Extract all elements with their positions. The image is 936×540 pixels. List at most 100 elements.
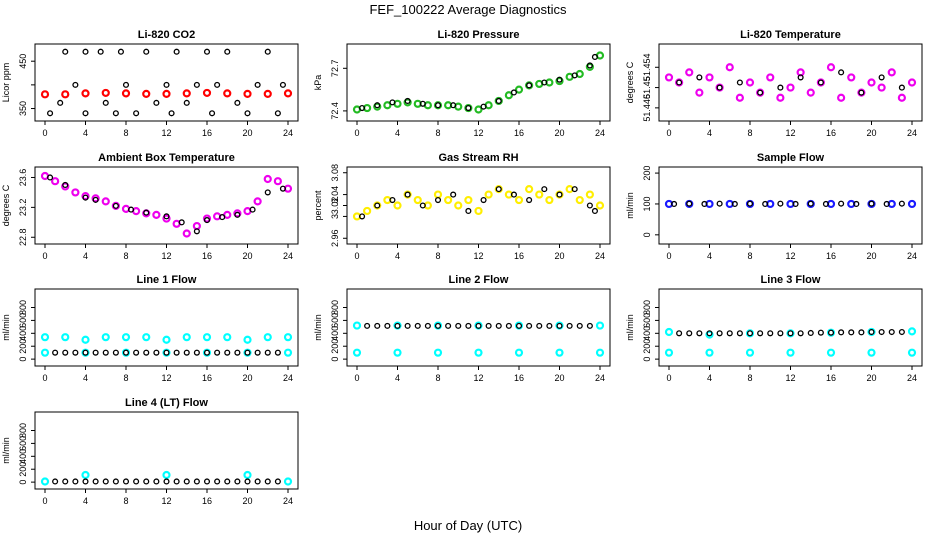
- data-point: [193, 81, 200, 88]
- data-point: [725, 63, 734, 72]
- data-point: [575, 195, 584, 205]
- data-point: [867, 78, 876, 87]
- panel-title: Li-820 Temperature: [740, 29, 841, 41]
- data-point: [254, 349, 261, 356]
- data-point: [389, 99, 396, 106]
- data-point: [465, 322, 472, 329]
- data-point: [474, 348, 483, 357]
- data-point: [253, 197, 262, 206]
- data-point: [224, 478, 231, 485]
- x-tick-label: 8: [747, 251, 752, 261]
- x-tick-label: 0: [42, 251, 47, 261]
- data-point: [898, 328, 905, 336]
- data-point: [274, 478, 281, 485]
- data-point: [510, 191, 517, 198]
- data-point: [82, 478, 89, 485]
- data-point: [434, 102, 442, 109]
- data-point: [705, 330, 714, 339]
- x-tick-label: 8: [435, 373, 440, 383]
- data-point: [153, 478, 160, 485]
- data-point: [907, 78, 917, 87]
- data-point: [887, 68, 896, 77]
- data-point: [57, 99, 64, 106]
- data-point: [853, 200, 860, 208]
- plot-frame: [658, 288, 923, 367]
- data-point: [746, 330, 754, 337]
- data-point: [807, 200, 814, 207]
- data-point: [419, 100, 426, 107]
- data-point: [91, 194, 100, 203]
- y-tick-label: 3.04: [330, 186, 340, 204]
- y-axis-label: ml/min: [625, 314, 635, 341]
- y-tick-label: 0: [642, 232, 652, 237]
- data-point: [757, 89, 764, 96]
- x-tick-label: 0: [354, 373, 359, 383]
- data-point: [444, 195, 453, 205]
- data-point: [203, 478, 211, 485]
- data-point: [273, 177, 282, 186]
- data-point: [413, 195, 422, 205]
- data-point: [838, 329, 845, 336]
- data-point: [47, 110, 54, 117]
- panel-sample-flow: Sample Flow ml/min 0 4 8 12 16 20 24 0 100 200: [625, 152, 923, 261]
- data-point: [72, 478, 79, 485]
- x-tick-label: 24: [283, 128, 293, 138]
- data-point: [359, 213, 366, 220]
- data-point: [786, 348, 795, 357]
- data-point: [263, 89, 272, 98]
- y-tick-label: 800: [18, 423, 28, 438]
- series-average: [40, 88, 293, 99]
- data-point: [263, 333, 272, 342]
- panel-title: Li-820 CO2: [138, 29, 195, 41]
- data-point: [434, 322, 442, 329]
- data-point: [716, 84, 723, 91]
- y-tick-label: 51.454: [642, 54, 652, 82]
- series-samples: [359, 53, 598, 112]
- data-point: [182, 89, 191, 98]
- data-point: [883, 200, 890, 208]
- data-point: [474, 206, 483, 216]
- data-point: [61, 333, 70, 342]
- panel-title: Ambient Box Temperature: [98, 152, 235, 164]
- data-point: [81, 89, 90, 98]
- data-point: [389, 196, 396, 204]
- data-point: [219, 214, 226, 221]
- x-tick-label: 24: [907, 251, 917, 261]
- data-point: [133, 110, 140, 117]
- y-tick-label: 600: [642, 313, 652, 328]
- data-point: [706, 330, 713, 337]
- x-tick-label: 16: [514, 251, 524, 261]
- x-tick-label: 0: [666, 251, 671, 261]
- data-point: [664, 73, 674, 82]
- data-point: [445, 322, 452, 329]
- panel-gas-stream-rh: Gas Stream RH percent 0 4 8 12 16 20 24 2.96 33.02…: [313, 152, 611, 261]
- data-point: [762, 200, 769, 208]
- x-tick-label: 20: [554, 251, 564, 261]
- data-point: [450, 191, 457, 198]
- panel-line-4-lt-flow: Line 4 (LT) Flow ml/min 0 4 8 12 16 20 24 0 200400…: [1, 397, 299, 506]
- x-tick-label: 4: [707, 251, 712, 261]
- x-tick-label: 20: [242, 128, 252, 138]
- y-tick-label: 200: [330, 339, 340, 354]
- data-point: [374, 322, 381, 329]
- y-tick-label: 51.446: [642, 94, 652, 122]
- data-point: [877, 83, 886, 92]
- data-point: [757, 330, 764, 337]
- data-point: [716, 200, 723, 207]
- x-tick-label: 12: [785, 373, 795, 383]
- y-tick-label: 600: [18, 313, 28, 328]
- data-point: [182, 229, 191, 238]
- x-tick-label: 8: [747, 373, 752, 383]
- x-tick-label: 8: [123, 251, 128, 261]
- x-tick-label: 12: [161, 128, 171, 138]
- data-point: [897, 93, 906, 102]
- data-point: [776, 93, 785, 102]
- data-point: [274, 349, 281, 356]
- x-tick-label: 20: [554, 373, 564, 383]
- data-point: [92, 196, 99, 203]
- data-point: [168, 110, 175, 117]
- series-average-low: [664, 348, 917, 357]
- x-tick-label: 0: [354, 128, 359, 138]
- data-point: [696, 74, 703, 81]
